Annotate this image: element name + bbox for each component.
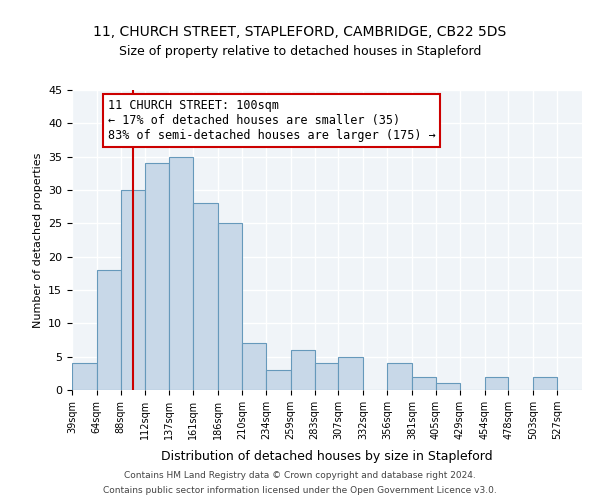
- Text: Contains HM Land Registry data © Crown copyright and database right 2024.: Contains HM Land Registry data © Crown c…: [124, 471, 476, 480]
- Bar: [338, 356, 363, 390]
- Text: 11 CHURCH STREET: 100sqm
← 17% of detached houses are smaller (35)
83% of semi-d: 11 CHURCH STREET: 100sqm ← 17% of detach…: [108, 99, 436, 142]
- Bar: [314, 364, 338, 390]
- Text: Size of property relative to detached houses in Stapleford: Size of property relative to detached ho…: [119, 45, 481, 58]
- Bar: [436, 384, 460, 390]
- Bar: [242, 344, 266, 390]
- Bar: [266, 370, 291, 390]
- Bar: [97, 270, 121, 390]
- Bar: [193, 204, 218, 390]
- Bar: [169, 156, 193, 390]
- Text: Contains public sector information licensed under the Open Government Licence v3: Contains public sector information licen…: [103, 486, 497, 495]
- Y-axis label: Number of detached properties: Number of detached properties: [32, 152, 43, 328]
- Bar: [145, 164, 169, 390]
- Bar: [412, 376, 436, 390]
- Text: 11, CHURCH STREET, STAPLEFORD, CAMBRIDGE, CB22 5DS: 11, CHURCH STREET, STAPLEFORD, CAMBRIDGE…: [94, 25, 506, 39]
- Bar: [121, 190, 145, 390]
- Bar: [485, 376, 508, 390]
- Bar: [291, 350, 314, 390]
- Bar: [387, 364, 412, 390]
- Bar: [72, 364, 97, 390]
- Bar: [218, 224, 242, 390]
- Bar: [533, 376, 557, 390]
- X-axis label: Distribution of detached houses by size in Stapleford: Distribution of detached houses by size …: [161, 450, 493, 464]
